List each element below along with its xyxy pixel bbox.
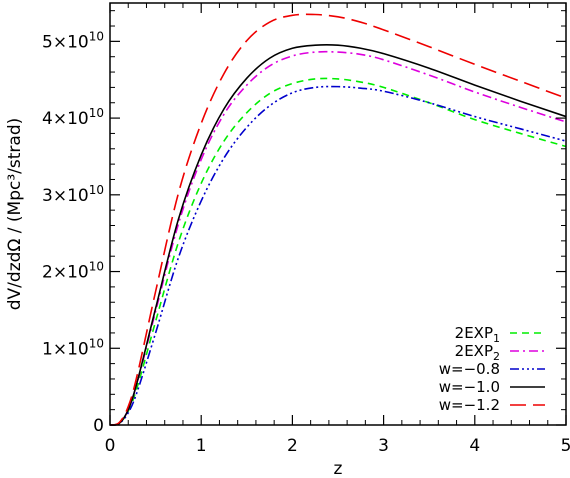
y-tick-label: 3×1010 [42,183,104,206]
y-tick-label: 1×1010 [42,336,104,359]
x-tick-label: 3 [378,436,389,456]
y-tick-label: 0 [93,416,104,436]
y-tick-exponent: 10 [89,336,104,350]
y-tick-exponent: 10 [89,260,104,274]
series-line [109,44,567,426]
legend-label: 2EXP2 [455,342,500,363]
y-axis-label: dV/dzdΩ / (Mpc³/strad) [5,118,25,311]
legend-name: w=−1.0 [439,378,500,396]
y-tick-exponent: 10 [89,29,104,43]
y-tick-exponent: 10 [89,183,104,197]
series-line [109,85,567,426]
series-line [109,50,567,426]
y-tick-mantissa: 4×10 [42,109,89,129]
legend-label: w=−1.2 [439,396,500,414]
ticks [109,3,567,426]
y-tick-exponent: 10 [89,106,104,120]
x-tick-label: 2 [287,436,298,456]
plot-frame [109,2,567,426]
legend-label: w=−1.0 [439,378,500,396]
y-tick-mantissa: 1×10 [42,339,89,359]
x-tick-label: 0 [105,436,116,456]
legend-subscript: 1 [493,332,500,345]
series-line [109,13,567,426]
y-tick-mantissa: 3×10 [42,186,89,206]
y-tick-mantissa: 2×10 [42,263,89,283]
plot-lines [109,13,567,426]
x-tick-label: 4 [469,436,480,456]
legend-label: w=−0.8 [439,360,500,378]
x-tick-label: 1 [196,436,207,456]
y-tick-mantissa: 5×10 [42,32,89,52]
legend-name: w=−1.2 [439,396,500,414]
x-tick-label: 5 [561,436,570,456]
legend-name: w=−0.8 [439,360,500,378]
y-tick-mantissa: 0 [93,416,104,436]
legend-label: 2EXP1 [455,324,500,345]
y-tick-label: 2×1010 [42,260,104,283]
legend-subscript: 2 [493,350,500,363]
legend-name: 2EXP [455,342,493,360]
x-axis-label: z [334,459,343,478]
y-tick-label: 5×1010 [42,29,104,52]
y-tick-label: 4×1010 [42,106,104,129]
legend-name: 2EXP [455,324,493,342]
